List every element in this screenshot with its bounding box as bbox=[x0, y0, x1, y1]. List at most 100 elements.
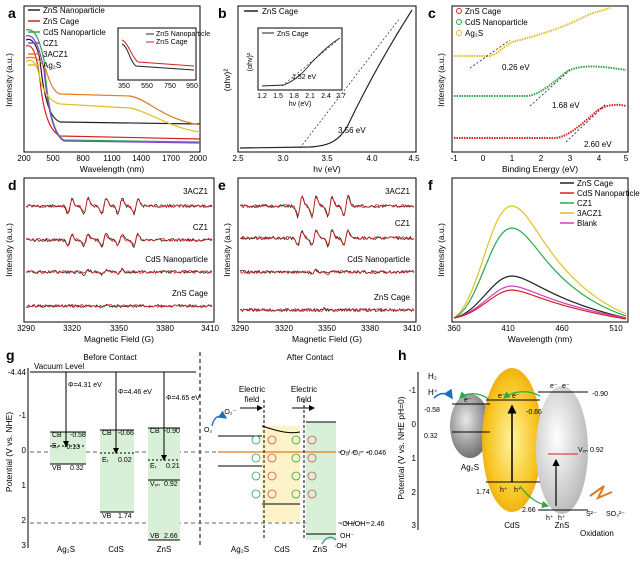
zns-vb-value: 2.66 bbox=[522, 507, 536, 514]
hole: h⁺ bbox=[558, 515, 566, 522]
epr-fit-zns bbox=[239, 307, 415, 313]
panel-f-legend: ZnS Cage CdS Nanoparticle CZ1 3ACZ1 Blan… bbox=[560, 179, 640, 228]
trace-label-zns: ZnS Cage bbox=[374, 293, 411, 302]
ag2s-vb-value: 0.32 bbox=[424, 433, 438, 440]
inset-xtick: 350 bbox=[118, 83, 130, 90]
panel-b-inset: ZnS Cage 1.52 eV (αhv)² 1.2 1.5 1.8 2.1 … bbox=[247, 27, 346, 108]
ag2s-particle bbox=[450, 394, 490, 458]
panel-b-xtick: 4.0 bbox=[366, 154, 378, 163]
cds-cb-value: -0.66 bbox=[118, 430, 134, 437]
cds-vb-value: 1.74 bbox=[118, 513, 132, 520]
inset-frame bbox=[117, 27, 197, 81]
electric-field-label-1b: field bbox=[245, 395, 260, 404]
ag2s-cb-value: -0.58 bbox=[424, 407, 440, 414]
hole: h⁺ bbox=[546, 515, 554, 522]
legend-entry: CdS Nanoparticle bbox=[577, 189, 640, 198]
cds-cb-label: CB bbox=[102, 430, 112, 437]
electron: e⁻ bbox=[498, 393, 506, 400]
epr-fit-zns bbox=[25, 303, 213, 309]
pl-curve-3acz1 bbox=[453, 205, 627, 319]
ag2s-material-label: Ag₂S bbox=[461, 463, 479, 472]
trace-label-zns: ZnS Cage bbox=[172, 289, 209, 298]
legend-entry: Blank bbox=[577, 219, 598, 228]
panel-h-ytick: -1 bbox=[409, 386, 417, 395]
pl-curve-cz1 bbox=[453, 227, 627, 319]
electron-transfer-arrow bbox=[503, 391, 541, 399]
epr-trace-3acz1 bbox=[239, 194, 415, 220]
panel-f-frame bbox=[451, 177, 629, 323]
panel-d-traces bbox=[25, 196, 213, 309]
panel-a-ylabel: Intensity (a.u.) bbox=[4, 53, 14, 107]
ag2s-vb-value: 0.32 bbox=[70, 465, 84, 472]
zns-material-label: ZnS bbox=[157, 545, 172, 554]
panel-d-xtick: 3290 bbox=[17, 324, 35, 333]
panel-g-ytick: 3 bbox=[22, 541, 27, 550]
panel-e-xtick: 3410 bbox=[403, 324, 421, 333]
panel-c-xtick: 4 bbox=[597, 154, 602, 163]
zns-vzn-label: Vₓₙ bbox=[150, 481, 160, 488]
hole-transfer-arrow bbox=[519, 485, 550, 509]
zns-particle bbox=[536, 386, 588, 514]
cds-material-label: CdS bbox=[108, 545, 124, 554]
zns-vzn-value: 0.92 bbox=[590, 447, 604, 454]
cds-vb-value: 1.74 bbox=[476, 489, 490, 496]
trace-label-cds: CdS Nanoparticle bbox=[347, 255, 410, 264]
tangent-ag2s bbox=[469, 39, 511, 69]
positive-charge-icon bbox=[267, 471, 277, 481]
tangent-zns bbox=[565, 103, 607, 143]
zns-ef-value: 0.21 bbox=[166, 463, 180, 470]
ag2s-work-function: Φ=4.31 eV bbox=[68, 382, 102, 389]
h2-evolution-arrow bbox=[433, 388, 453, 400]
panel-b-inset-xtick: 1.5 bbox=[273, 93, 283, 100]
panel-a-xlabel: Wavelength (nm) bbox=[80, 164, 145, 174]
positive-charge-icon bbox=[307, 489, 317, 499]
panel-d-xtick: 3410 bbox=[201, 324, 219, 333]
panel-f-xlabel: Wavelength (nm) bbox=[508, 334, 573, 344]
electron: e⁻ bbox=[464, 397, 472, 404]
hplus-label: H⁺ bbox=[428, 388, 438, 397]
negative-charge-icon bbox=[251, 453, 261, 463]
legend-entry: ZnS Nanoparticle bbox=[43, 6, 105, 15]
legend-entry: CdS Nanoparticle bbox=[465, 18, 528, 27]
panel-a-xtick: 1100 bbox=[103, 154, 121, 163]
panel-b-inset-curve bbox=[261, 37, 341, 87]
cds-material-label: CdS bbox=[504, 521, 520, 530]
panel-g-ytick: 1 bbox=[22, 481, 27, 490]
panel-b-inset-xtick: 2.4 bbox=[321, 93, 331, 100]
panel-g-ytick: 0 bbox=[22, 446, 27, 455]
o2-reduction-arrow bbox=[211, 410, 228, 427]
inset-legend-entry: ZnS Nanoparticle bbox=[156, 31, 210, 38]
panel-d-xtick: 3380 bbox=[156, 324, 174, 333]
panel-d-ylabel: Intensity (a.u.) bbox=[4, 223, 14, 277]
panel-c-ylabel: Intensity (a.u.) bbox=[436, 53, 446, 107]
panel-c-xtick: 0 bbox=[481, 154, 486, 163]
panel-g-ytick: -1 bbox=[19, 411, 27, 420]
panel-b-inset-xlabel: hv (eV) bbox=[289, 101, 312, 108]
panel-g-ylabel: Potential (V vs. NHE) bbox=[4, 412, 14, 492]
curve-zns-nanoparticle bbox=[25, 38, 201, 125]
panel-b-inset-tangent bbox=[281, 39, 339, 87]
legend-entry: CdS Nanoparticle bbox=[43, 28, 106, 37]
epr-fit-3acz1 bbox=[25, 197, 213, 216]
zns-vb-label: VB bbox=[150, 533, 160, 540]
epr-fit-3acz1 bbox=[239, 194, 415, 219]
panel-a-xtick: 1700 bbox=[162, 154, 180, 163]
panel-a-xtick: 200 bbox=[17, 154, 31, 163]
redox-label-o2: O₂/·O₂⁻ -0.046 bbox=[340, 450, 386, 457]
electric-field-label-2b: field bbox=[297, 395, 312, 404]
panel-d-frame bbox=[23, 177, 215, 323]
legend-entry: 3ACZ1 bbox=[43, 50, 68, 59]
curve-zns-vb bbox=[454, 103, 627, 139]
electric-field-label-1a: Electric bbox=[239, 385, 265, 394]
panel-a-inset: ZnS Nanoparticle ZnS Cage 350 550 750 95… bbox=[117, 27, 210, 90]
cds-ef-label: Eᵣ bbox=[102, 457, 109, 464]
trace-label-cz1: CZ1 bbox=[395, 219, 411, 228]
panel-e-ylabel: Intensity (a.u.) bbox=[222, 223, 232, 277]
trace-label-cds: CdS Nanoparticle bbox=[145, 255, 208, 264]
panel-b-inset-xtick: 1.2 bbox=[257, 93, 267, 100]
panel-b-xlabel: hv (eV) bbox=[313, 164, 341, 174]
panel-d-xtick: 3320 bbox=[63, 324, 81, 333]
pl-curve-zns-cage bbox=[453, 275, 627, 319]
panel-b: b (αhv)² hv (eV) 2.5 3.0 3.5 4.0 4.5 ZnS… bbox=[218, 5, 420, 174]
panel-b-inset-xtick: 2.7 bbox=[336, 93, 346, 100]
